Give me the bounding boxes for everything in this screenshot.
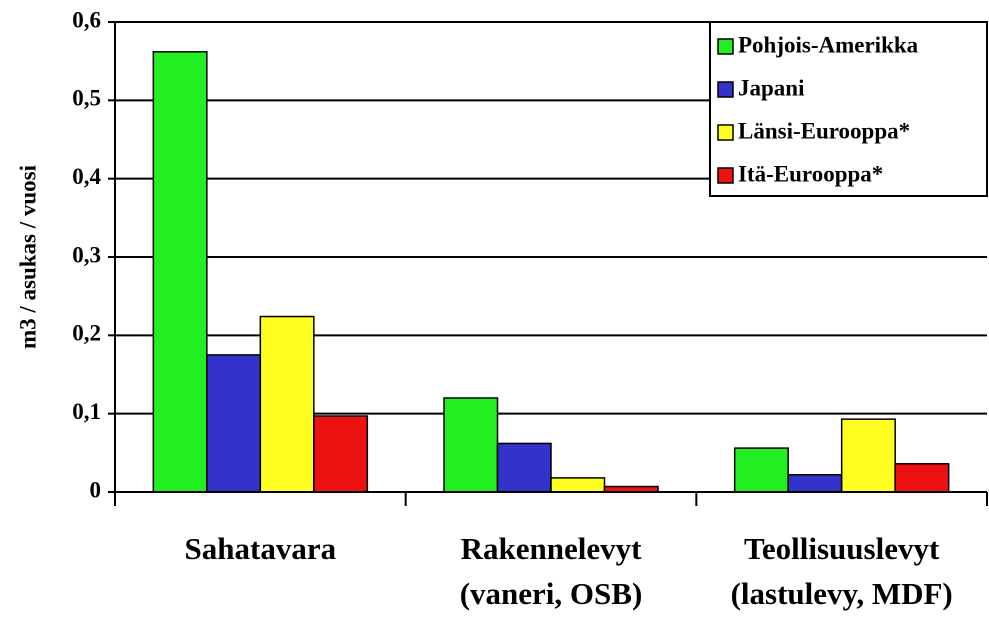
y-axis-label: m3 / asukas / vuosi: [15, 164, 40, 349]
bar: [550, 477, 606, 493]
bar: [152, 51, 208, 493]
bar: [840, 418, 896, 493]
legend-swatch: [717, 167, 734, 184]
y-tick-label: 0,4: [72, 164, 101, 189]
y-tick-label: 0,3: [72, 242, 101, 267]
legend-label: Japani: [738, 75, 805, 100]
x-tick-label: Teollisuuslevyt: [744, 531, 940, 566]
bar: [443, 397, 499, 493]
legend-swatch: [717, 38, 734, 55]
bar: [496, 442, 552, 493]
y-tick-label: 0,6: [72, 7, 101, 32]
bar: [313, 415, 369, 493]
legend: [709, 21, 988, 197]
y-tick-label: 0,5: [72, 86, 101, 111]
legend-swatch: [717, 81, 734, 98]
x-tick-label: (vaneri, OSB): [460, 576, 643, 611]
legend-swatch: [717, 124, 734, 141]
legend-label: Länsi-Eurooppa*: [738, 118, 910, 143]
bar: [894, 463, 950, 493]
y-tick-label: 0,1: [72, 399, 101, 424]
bar: [733, 447, 789, 493]
legend-label: Itä-Eurooppa*: [738, 161, 883, 186]
x-tick-label: Sahatavara: [185, 531, 337, 566]
x-tick-label: Rakennelevyt: [461, 531, 643, 566]
bar: [787, 474, 843, 493]
legend-label: Pohjois-Amerikka: [738, 32, 919, 57]
x-tick-label: (lastulevy, MDF): [731, 576, 953, 611]
y-tick-label: 0: [90, 477, 102, 502]
y-tick-label: 0,2: [72, 321, 101, 346]
bar: [259, 315, 315, 493]
bar: [206, 354, 262, 493]
